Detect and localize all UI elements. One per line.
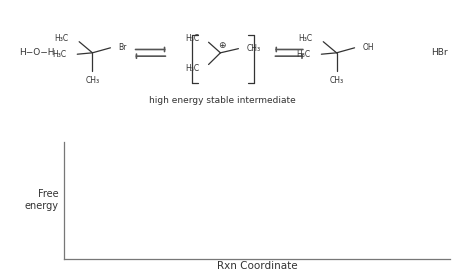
Text: H₃C: H₃C bbox=[55, 34, 69, 43]
Text: ⊕: ⊕ bbox=[218, 41, 226, 49]
Text: CH₃: CH₃ bbox=[85, 76, 100, 85]
Text: H₃C: H₃C bbox=[185, 64, 200, 73]
Text: H−O−H: H−O−H bbox=[19, 48, 55, 57]
Text: CH₃: CH₃ bbox=[329, 76, 344, 85]
X-axis label: Rxn Coordinate: Rxn Coordinate bbox=[217, 261, 298, 271]
Text: CH₃: CH₃ bbox=[247, 44, 261, 53]
Text: HBr: HBr bbox=[431, 48, 448, 57]
Text: OH: OH bbox=[363, 43, 375, 52]
Text: Br: Br bbox=[118, 43, 127, 52]
Y-axis label: Free
energy: Free energy bbox=[25, 189, 58, 211]
Text: H₃C: H₃C bbox=[299, 34, 313, 43]
Text: high energy stable intermediate: high energy stable intermediate bbox=[149, 96, 296, 105]
Text: H₃C: H₃C bbox=[185, 34, 200, 43]
Text: H₃C: H₃C bbox=[52, 50, 66, 59]
Text: H₃C: H₃C bbox=[296, 50, 310, 59]
